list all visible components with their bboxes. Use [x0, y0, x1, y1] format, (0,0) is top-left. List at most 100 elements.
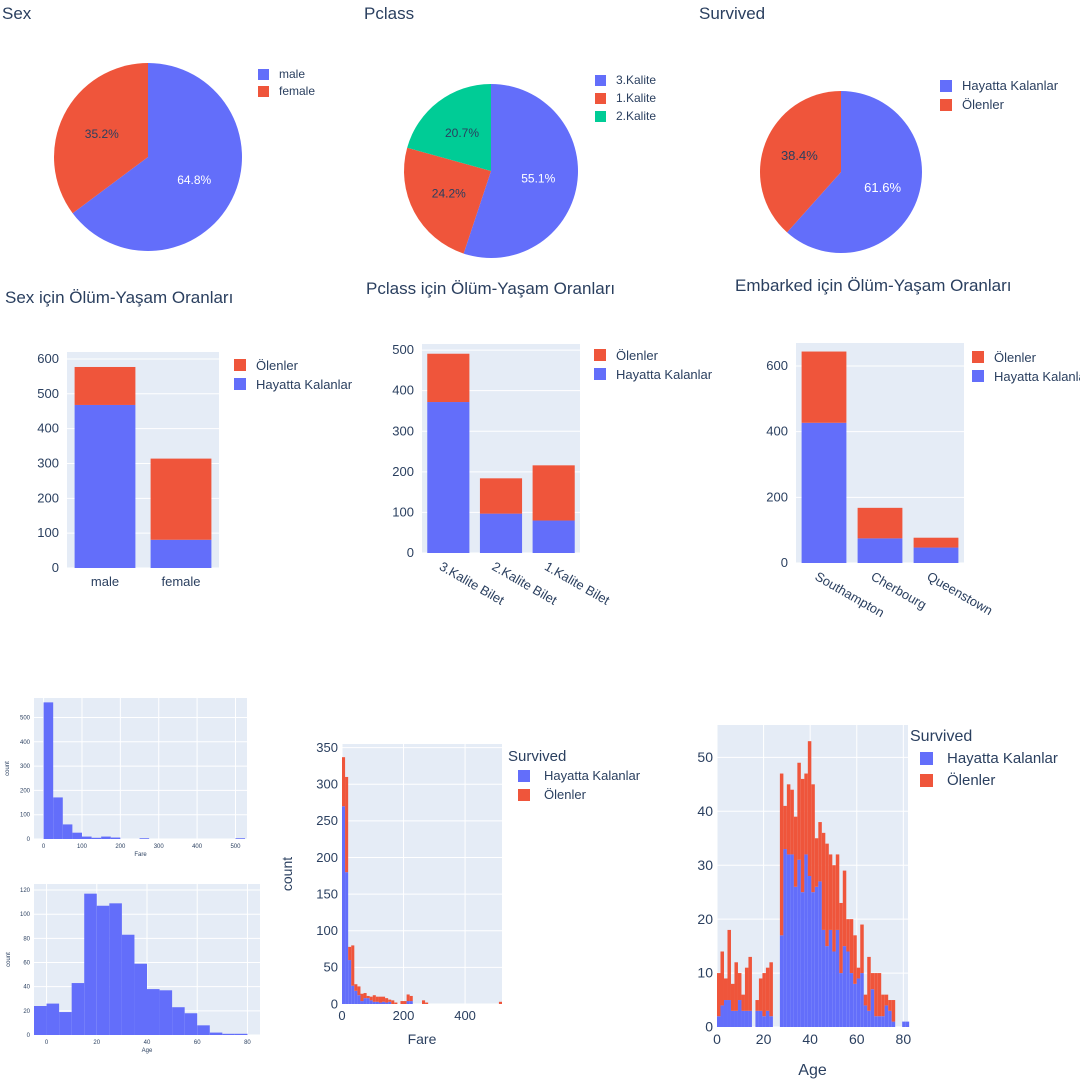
- y-tick-label: 40: [23, 985, 30, 991]
- histogram-bar: [790, 789, 794, 855]
- pie-slice: [54, 63, 148, 214]
- histogram-bar: [902, 1021, 906, 1027]
- histogram-bar: [348, 960, 352, 1004]
- legend-label: Hayatta Kalanlar: [994, 369, 1080, 384]
- pie-slice: [463, 84, 578, 258]
- histogram-bar: [888, 1010, 892, 1027]
- y-tick-label: 0: [27, 837, 31, 843]
- histogram-bar: [800, 778, 805, 893]
- histogram-bar: [786, 854, 791, 1027]
- histogram-bar: [891, 1000, 896, 1022]
- pie-slice-label: 20.7%: [445, 126, 479, 140]
- y-tick-label: 0: [781, 555, 788, 570]
- legend-swatch: [972, 351, 984, 363]
- legend-label: Hayatta Kalanlar: [947, 750, 1058, 767]
- histogram-bar: [388, 999, 392, 1002]
- sex-bar-title: Sex için Ölüm-Yaşam Oranları: [5, 288, 234, 307]
- pie-slice-label: 24.2%: [432, 187, 466, 201]
- histogram-bar: [849, 919, 854, 974]
- histogram-bar: [818, 822, 822, 882]
- histogram-bar: [807, 876, 812, 1027]
- histogram-bar: [197, 1025, 210, 1035]
- histogram-bar: [853, 935, 857, 984]
- legend-swatch: [595, 75, 606, 86]
- plot-background: [34, 698, 247, 839]
- histogram-bar: [863, 994, 868, 1006]
- histogram-bar: [372, 995, 376, 1002]
- histogram-bar: [375, 1001, 379, 1004]
- histogram-bar: [345, 872, 349, 1004]
- x-tick-label: 200: [115, 844, 126, 850]
- histogram-bar: [783, 849, 787, 1027]
- histogram-bar: [62, 824, 73, 839]
- histogram-bar: [860, 973, 864, 1027]
- histogram-bar: [734, 962, 738, 1011]
- x-tick-label: 60: [194, 1040, 201, 1046]
- histogram-bar: [867, 956, 871, 1011]
- histogram-bar: [363, 998, 367, 1004]
- bar-segment: [74, 404, 136, 568]
- y-tick-label: 40: [697, 803, 713, 819]
- legend-label: Hayatta Kalanlar: [544, 768, 641, 783]
- x-tick-label: 60: [849, 1031, 865, 1047]
- legend-label: Ölenler: [616, 348, 659, 363]
- histogram-bar: [422, 1000, 426, 1004]
- histogram-bar: [727, 929, 731, 1001]
- histogram-bar: [372, 1001, 376, 1004]
- legend-label: male: [279, 67, 305, 81]
- y-tick-label: 0: [705, 1019, 713, 1035]
- histogram-bar: [403, 1001, 407, 1004]
- histogram-bar: [842, 870, 847, 947]
- legend-label: 3.Kalite: [616, 73, 656, 87]
- legend-swatch: [595, 111, 606, 122]
- histogram-bar: [409, 995, 413, 1002]
- histogram-bar: [101, 836, 111, 839]
- histogram-bar: [351, 985, 355, 1004]
- histogram-bar: [378, 996, 382, 1003]
- histogram-bar: [357, 986, 361, 996]
- histogram-bar: [748, 1010, 752, 1027]
- histogram-bar: [807, 741, 812, 876]
- histogram-bar: [846, 919, 850, 952]
- histogram-bar: [425, 1002, 429, 1004]
- y-tick-label: 200: [20, 788, 31, 794]
- x-tick-label: 0: [338, 1008, 345, 1023]
- y-tick-label: 100: [392, 504, 414, 519]
- legend-swatch: [594, 349, 606, 361]
- histogram-bar: [734, 1010, 738, 1027]
- histogram-bar: [147, 989, 160, 1035]
- y-tick-label: 0: [52, 560, 59, 575]
- legend-label: Ölenler: [947, 771, 995, 789]
- histogram-bar: [814, 838, 819, 887]
- y-tick-label: 400: [37, 421, 59, 436]
- histogram-bar: [790, 854, 794, 1027]
- histogram-bar: [821, 832, 826, 930]
- histogram-bar: [59, 1012, 72, 1035]
- y-tick-label: 0: [27, 1033, 31, 1039]
- y-axis-label: count: [5, 761, 11, 776]
- x-tick-label: 20: [93, 1040, 100, 1046]
- legend-label: Hayatta Kalanlar: [616, 367, 713, 382]
- histogram-bar: [235, 838, 246, 839]
- bar-segment: [857, 538, 903, 563]
- legend-title: Survived: [508, 748, 566, 765]
- histogram-bar: [730, 983, 735, 1011]
- histogram-bar: [839, 973, 843, 1027]
- y-tick-label: 100: [20, 813, 31, 819]
- histogram-bar: [888, 1000, 892, 1011]
- histogram-bar: [351, 945, 355, 986]
- histogram-bar: [109, 903, 122, 1035]
- y-tick-label: 200: [37, 490, 59, 505]
- bar-segment: [801, 351, 847, 423]
- survived-pie-title: Survived: [699, 4, 766, 23]
- histogram-bar: [369, 1000, 373, 1004]
- x-tick-label: 40: [802, 1031, 818, 1047]
- histogram-bar: [209, 1032, 223, 1035]
- histogram-bar: [856, 967, 861, 979]
- histogram-bar: [354, 984, 358, 991]
- x-axis-label: Age: [798, 1062, 827, 1079]
- x-axis-label: Age: [142, 1048, 153, 1054]
- histogram-bar: [391, 1000, 395, 1004]
- y-tick-label: 150: [316, 886, 338, 901]
- y-tick-label: 350: [316, 740, 338, 755]
